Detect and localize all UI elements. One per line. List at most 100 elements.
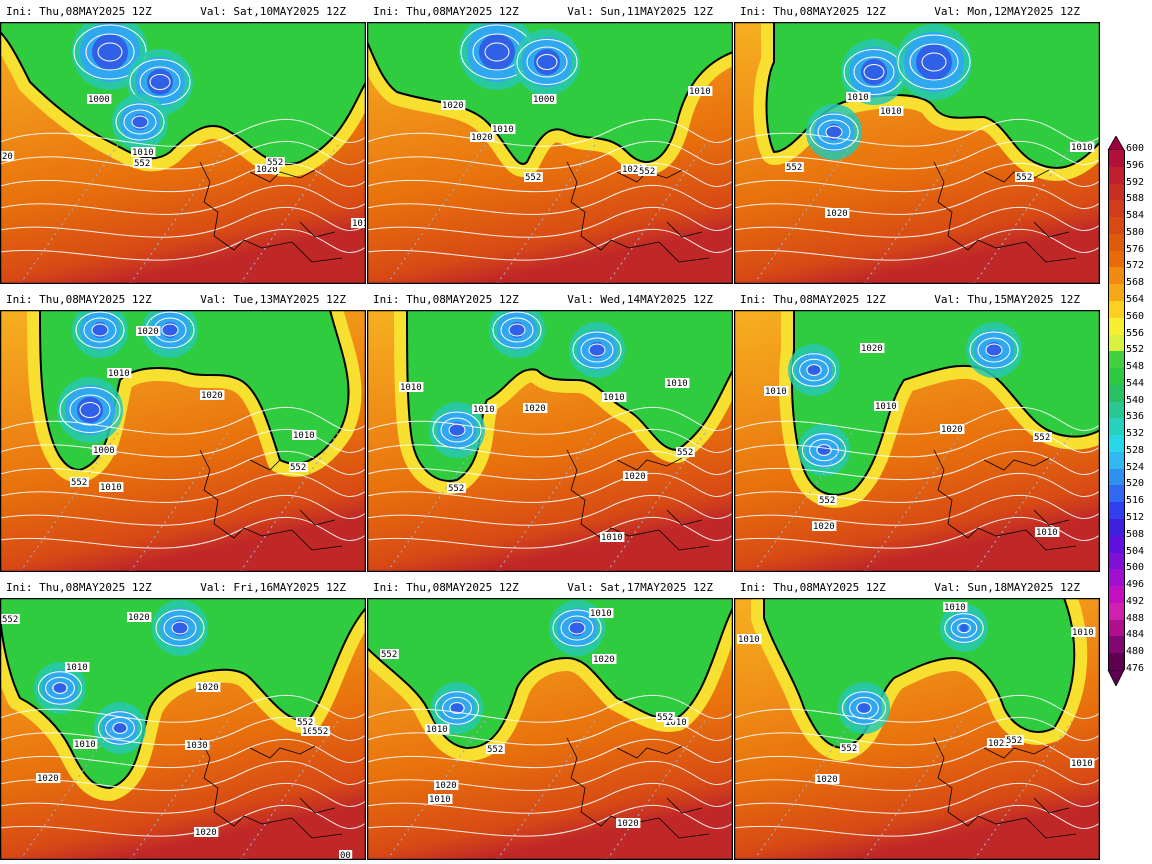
geopotential-map: 1020 1010 1020 1000 552 1010 1010 552 xyxy=(0,310,366,572)
map-canvas: 1010 1010 1020 1010 552 1020 552 1010 1010 xyxy=(367,310,733,572)
colorbar-swatch xyxy=(1108,451,1125,469)
contour-label-bg xyxy=(602,392,627,402)
isobar xyxy=(367,407,733,435)
isobar xyxy=(367,163,733,193)
cold-core-inner xyxy=(54,682,66,694)
contour-label-bg xyxy=(131,147,156,157)
map-frame xyxy=(367,310,733,572)
cold-core-inner xyxy=(92,34,128,70)
contour-label-bg xyxy=(815,774,840,784)
isobar xyxy=(841,691,887,725)
contour-label-bg xyxy=(688,86,713,96)
isobar xyxy=(734,141,1100,170)
colorbar-swatch xyxy=(1108,636,1125,654)
isobar xyxy=(580,337,614,363)
map-frame xyxy=(734,22,1100,284)
isobar xyxy=(809,113,859,151)
contour-label: 1020 xyxy=(201,391,223,401)
colorbar-level-label: 524 xyxy=(1126,461,1145,473)
panel-header: Ini: Thu,08MAY2025 12Z Val: Mon,12MAY2025… xyxy=(734,0,1100,22)
grid-line xyxy=(129,429,231,572)
isobar xyxy=(734,185,1100,215)
contour-label-bg xyxy=(812,521,837,531)
contour-label-bg xyxy=(136,326,161,336)
contour-label: 1010 xyxy=(765,387,787,397)
map-frame xyxy=(0,598,366,860)
contour-label: 1020 xyxy=(617,819,639,829)
isobar xyxy=(816,444,832,456)
contour-label-bg xyxy=(524,172,543,182)
contour-label: 1010 xyxy=(590,609,612,619)
map-canvas: 5521020101010201010552102010301010552102… xyxy=(0,598,366,860)
isobar xyxy=(734,407,1100,435)
isobar xyxy=(367,141,733,170)
isobar xyxy=(367,473,733,503)
colorbar-swatch xyxy=(1108,435,1125,453)
isobar xyxy=(367,185,733,215)
cold-core-inner xyxy=(861,59,887,85)
contour-label: 1010 xyxy=(66,663,88,673)
isobar xyxy=(817,119,851,145)
forecast-panel: Ini: Thu,08MAY2025 12Z Val: Sun,18MAY2025… xyxy=(734,576,1100,864)
contour-label: 1010 xyxy=(132,148,154,158)
colorbar-bottom-arrow xyxy=(1107,670,1125,686)
isobar xyxy=(849,696,879,720)
contour-label: 1010 xyxy=(74,740,96,750)
contour-label: 1010 xyxy=(473,405,495,415)
isobar xyxy=(79,402,101,418)
valid-time-label: Val: Wed,14MAY2025 12Z xyxy=(567,293,713,306)
cold-core-inner xyxy=(858,702,870,714)
contour-label: 552 xyxy=(639,167,655,177)
contour-label-bg xyxy=(943,602,968,612)
colorbar-swatch xyxy=(1108,284,1125,302)
isobar xyxy=(0,429,366,458)
contour-label: 552 xyxy=(381,650,397,660)
panel-header: Ini: Thu,08MAY2025 12Z Val: Sun,11MAY2025… xyxy=(367,0,733,22)
colorbar-level-label: 508 xyxy=(1126,528,1145,540)
grid-line xyxy=(496,429,598,572)
isobar xyxy=(985,343,1003,357)
isobar xyxy=(83,317,117,343)
grid-line xyxy=(19,717,121,860)
isobar xyxy=(508,323,526,337)
contour-label-bg xyxy=(589,608,614,618)
contour-label: 1010 xyxy=(738,635,760,645)
cold-core-inner xyxy=(818,444,830,456)
isobar xyxy=(0,783,366,814)
contour-label: 1020 xyxy=(622,165,644,175)
map-frame xyxy=(0,310,366,572)
contour-label-bg xyxy=(36,773,61,783)
isobar xyxy=(500,317,534,343)
contour-label-bg xyxy=(840,743,859,753)
forecast-panel: Ini: Thu,08MAY2025 12Z Val: Sun,11MAY2025… xyxy=(367,0,733,288)
colorbar-swatch xyxy=(1108,653,1125,671)
grid-line xyxy=(863,429,965,572)
isobar xyxy=(367,695,733,723)
contour-label-bg xyxy=(296,717,315,727)
isobar xyxy=(950,617,978,639)
contour-label-bg xyxy=(196,682,221,692)
grid-line xyxy=(129,141,231,284)
isobar xyxy=(0,407,366,435)
isobar xyxy=(367,783,733,814)
isobar xyxy=(367,805,733,837)
isobar xyxy=(367,495,733,526)
contour-label: 552 xyxy=(841,744,857,754)
contour-label-bg xyxy=(764,386,789,396)
valid-time-label: Val: Sat,17MAY2025 12Z xyxy=(567,581,713,594)
isobar xyxy=(806,364,822,376)
grid-line xyxy=(496,717,598,860)
geopotential-map: 1020 1010 1010 1020 552 552 1020 1010 xyxy=(734,310,1100,572)
colorbar-swatch xyxy=(1108,485,1125,503)
contour-label: 1020 xyxy=(593,655,615,665)
grid-line xyxy=(606,717,708,860)
map-canvas: 1020 1010 1010 1020 552 552 1020 1010 xyxy=(734,310,1100,572)
contour-label: 1010 xyxy=(603,393,625,403)
contour-label: 1020 xyxy=(442,101,464,111)
isobar xyxy=(367,517,733,549)
isobar xyxy=(0,185,366,215)
colorbar-swatch xyxy=(1108,418,1125,436)
grid-line xyxy=(386,141,488,284)
grid-line xyxy=(973,141,1075,284)
cold-core-inner xyxy=(114,722,126,734)
